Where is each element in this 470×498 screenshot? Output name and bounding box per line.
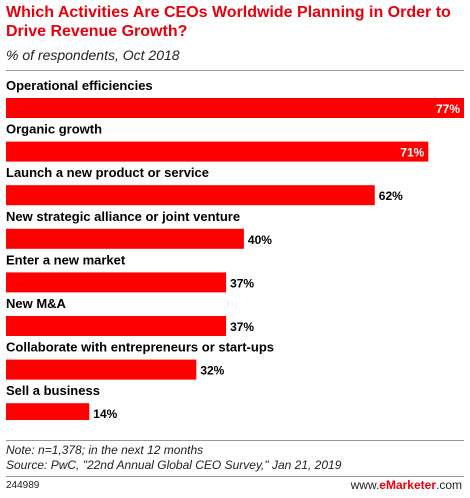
- bar: [6, 403, 90, 420]
- bar-chart: Operational efficiencies 77% Organic growt…: [6, 78, 464, 420]
- value-label: 77%: [436, 102, 460, 116]
- value-label: 37%: [230, 320, 254, 334]
- top-divider: [6, 70, 464, 71]
- value-label: 37%: [230, 276, 254, 290]
- category-label: Collaborate with entrepreneurs or start-…: [6, 340, 274, 355]
- chart-id: 244989: [6, 480, 40, 491]
- footer-divider: [6, 476, 464, 477]
- brand-logo: www.eMarketer.com: [351, 478, 462, 492]
- chart-title: Which Activities Are CEOs Worldwide Plan…: [6, 4, 451, 40]
- category-label: Launch a new product or service: [6, 165, 209, 180]
- bar: [6, 228, 244, 249]
- category-label: Operational efficiencies: [6, 78, 153, 93]
- category-label: Enter a new market: [6, 252, 126, 267]
- value-label: 40%: [248, 233, 272, 247]
- value-label: 32%: [200, 364, 224, 378]
- category-label: New strategic alliance or joint venture: [6, 209, 240, 224]
- brand-prefix: www.: [350, 478, 380, 492]
- bar: [6, 98, 464, 118]
- bar: [6, 316, 227, 336]
- value-label: 71%: [400, 146, 424, 160]
- bar: [6, 272, 227, 293]
- notes-divider: [6, 440, 464, 441]
- brand-name: eMarketer: [379, 478, 436, 492]
- bar: [6, 141, 429, 162]
- chart-note: Note: n=1,378; in the next 12 months: [6, 443, 204, 457]
- category-label: Sell a business: [6, 383, 100, 398]
- brand-suffix: .com: [435, 478, 462, 492]
- chart-source: Source: PwC, "22nd Annual Global CEO Sur…: [6, 458, 342, 472]
- value-label: 62%: [379, 189, 403, 203]
- bar: [6, 185, 375, 206]
- chart-subtitle: % of respondents, Oct 2018: [6, 47, 180, 63]
- category-label: New M&A: [6, 296, 67, 311]
- bar: [6, 359, 197, 380]
- category-label: Organic growth: [6, 122, 102, 137]
- value-label: 14%: [93, 407, 117, 420]
